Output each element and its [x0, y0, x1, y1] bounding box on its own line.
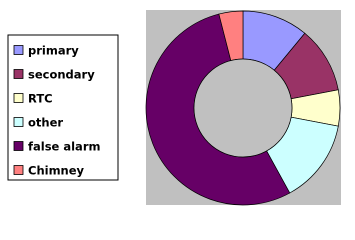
legend-swatch — [13, 117, 24, 127]
legend-label: Chimney — [28, 164, 85, 178]
legend-label: RTC — [28, 92, 53, 106]
chart: primary secondary RTC other false alarm Chimn… — [7, 10, 341, 206]
legend: primary secondary RTC other false alarm Chimn… — [13, 44, 100, 178]
legend-swatch — [13, 165, 24, 175]
legend-label: false alarm — [28, 140, 100, 154]
donut-hole — [193, 58, 293, 158]
legend-label: other — [28, 116, 63, 130]
legend-swatch — [13, 93, 24, 103]
legend-swatch — [13, 69, 24, 79]
legend-label: primary — [28, 44, 79, 58]
slices — [145, 10, 341, 206]
legend-swatch — [13, 45, 24, 55]
legend-label: secondary — [28, 68, 95, 82]
legend-box — [7, 34, 119, 181]
legend-swatch — [13, 141, 24, 151]
